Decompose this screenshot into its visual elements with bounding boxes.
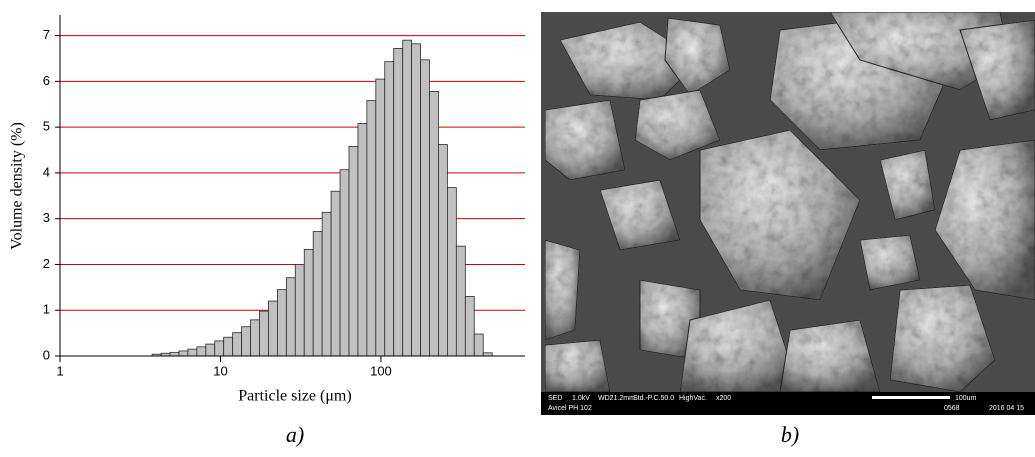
bar: [403, 40, 412, 356]
bar: [456, 246, 465, 356]
bar: [277, 290, 286, 356]
bar: [215, 341, 224, 356]
bar: [170, 352, 179, 356]
bar: [430, 91, 439, 356]
bar: [474, 334, 483, 356]
sem-scale: 100um: [955, 395, 977, 402]
bar: [340, 170, 349, 356]
bar: [394, 48, 403, 356]
bar: [313, 232, 322, 356]
bar: [438, 145, 447, 356]
bar: [322, 212, 331, 356]
figure: SED 1.0kV WD21.2mmStd.-P.C.50.0 HighVac. x20…: [0, 0, 1035, 452]
bar: [242, 327, 251, 356]
bar: [224, 337, 233, 356]
x-tick-label: 10: [213, 363, 227, 378]
bar: [385, 62, 394, 356]
sem-date: 2016 04 15: [989, 405, 1024, 412]
bar: [358, 123, 367, 356]
bar: [295, 264, 304, 356]
caption: b): [781, 422, 799, 447]
sem-id: 0568: [944, 405, 960, 412]
x-tick-label: 1: [56, 363, 63, 378]
sem-image: [541, 12, 1035, 415]
bar: [233, 333, 242, 356]
sem-info: x200: [716, 395, 731, 402]
sem-sample: Avicel PH 102: [548, 405, 592, 412]
y-tick-label: 5: [43, 119, 50, 134]
sem-info: 1.0kV: [572, 395, 590, 402]
bar: [447, 188, 456, 356]
caption: a): [286, 422, 304, 447]
bar: [421, 60, 430, 356]
sem-info: WD21.2mm: [598, 395, 635, 402]
bar: [331, 191, 340, 356]
sem-info: Std.-P.C.50.0: [633, 395, 674, 402]
bar: [179, 351, 188, 356]
x-axis-label: Particle size (μm): [238, 388, 351, 405]
y-tick-label: 0: [43, 347, 50, 362]
bar: [268, 301, 277, 356]
bar: [206, 344, 215, 356]
bar: [465, 296, 474, 356]
y-tick-label: 7: [43, 27, 50, 42]
bar: [197, 347, 206, 356]
y-tick-label: 4: [43, 164, 50, 179]
x-tick-label: 100: [370, 363, 392, 378]
bar: [349, 146, 358, 356]
y-tick-label: 6: [43, 73, 50, 88]
y-tick-label: 2: [43, 256, 50, 271]
y-tick-label: 1: [43, 302, 50, 317]
bar: [376, 79, 385, 356]
sem-info: HighVac.: [679, 395, 707, 402]
bar: [412, 44, 421, 356]
bar: [304, 249, 313, 356]
bar: [367, 101, 376, 356]
bar: [188, 349, 197, 356]
bar: [251, 320, 260, 356]
y-axis-label: Volume density (%): [9, 122, 26, 250]
sem-info: SED: [548, 395, 562, 402]
y-tick-label: 3: [43, 210, 50, 225]
bar: [286, 278, 295, 356]
bar: [259, 311, 268, 356]
